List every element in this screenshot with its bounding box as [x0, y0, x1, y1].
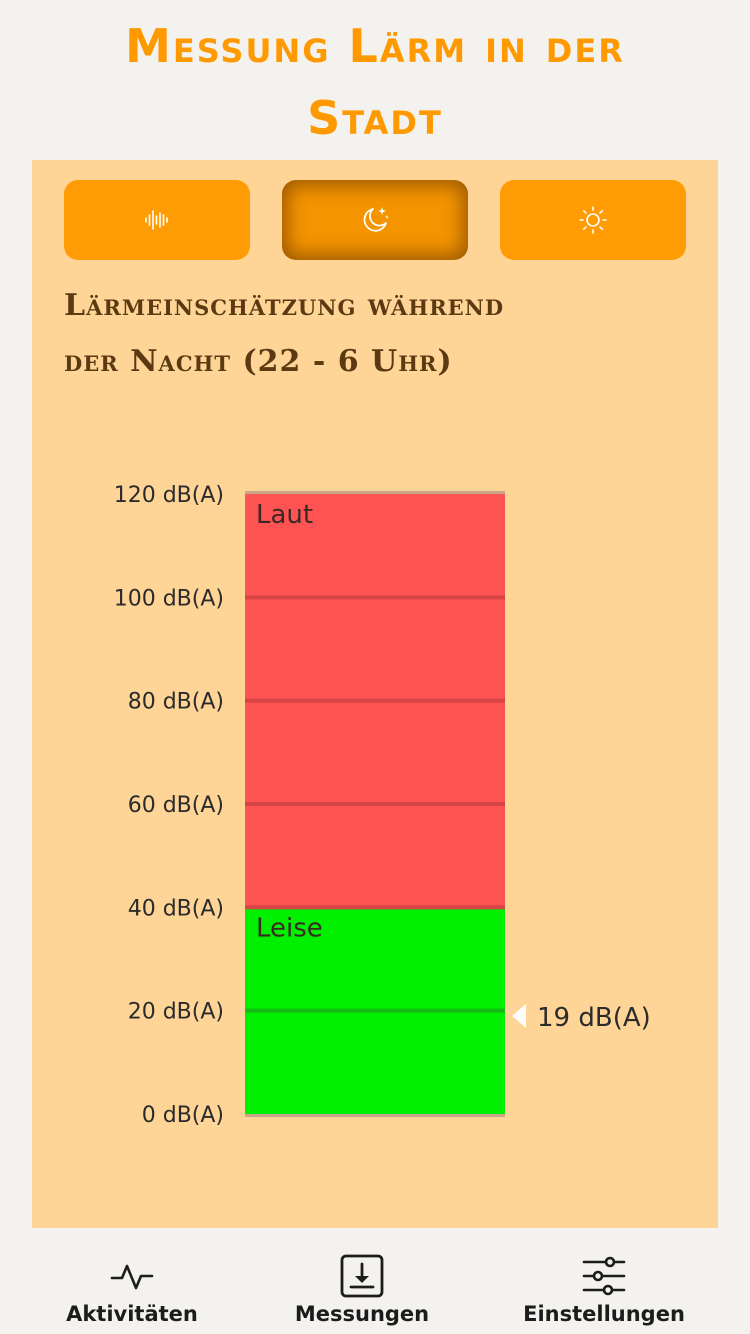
download-box-icon — [340, 1254, 384, 1298]
bottom-navigation: Aktivitäten Messungen Einstellungen — [0, 1240, 750, 1334]
nav-item-aktivitaeten[interactable]: Aktivitäten — [62, 1240, 202, 1334]
activity-pulse-icon — [110, 1264, 154, 1290]
y-tick-label: 40 dB(A) — [128, 896, 224, 921]
app-title-line1: Messung Lärm in der — [125, 19, 625, 73]
nav-label-messungen: Messungen — [294, 1302, 430, 1326]
sound-wave-icon — [145, 210, 168, 230]
y-tick-label: 120 dB(A) — [114, 483, 224, 508]
sun-icon — [579, 206, 607, 234]
section-heading: Lärmeinschätzung während der Nacht (22 -… — [64, 278, 684, 390]
mode-button-night[interactable] — [282, 180, 468, 260]
zone-label-leise: Leise — [256, 913, 323, 943]
mode-button-sound[interactable] — [64, 180, 250, 260]
app-title: Messung Lärm in der Stadt — [0, 10, 750, 154]
mode-button-day[interactable] — [500, 180, 686, 260]
grid-line — [245, 905, 505, 910]
grid-line — [245, 698, 505, 703]
current-level-marker — [512, 1003, 526, 1028]
nav-item-einstellungen[interactable]: Einstellungen — [520, 1240, 688, 1334]
grid-line — [245, 802, 505, 806]
y-tick-label: 0 dB(A) — [142, 1103, 224, 1128]
current-level-label: 19 dB(A) — [537, 1003, 651, 1033]
y-tick-label: 20 dB(A) — [128, 1000, 224, 1025]
nav-label-aktivitaeten: Aktivitäten — [66, 1302, 198, 1326]
y-tick-label: 80 dB(A) — [128, 690, 224, 715]
nav-label-einstellungen: Einstellungen — [523, 1302, 685, 1326]
grid-line — [245, 595, 505, 600]
grid-line — [245, 1008, 505, 1013]
nav-item-messungen[interactable]: Messungen — [290, 1240, 434, 1334]
zone-label-laut: Laut — [256, 500, 313, 530]
noise-level-chart: Leise Laut 0 dB(A) 20 dB(A) 40 dB(A) 60 dB(A)… — [114, 483, 651, 1128]
section-heading-line1: Lärmeinschätzung während — [64, 288, 505, 323]
section-heading-line2: der Nacht (22 - 6 Uhr) — [64, 344, 453, 379]
y-tick-label: 60 dB(A) — [128, 793, 224, 818]
moon-stars-icon — [363, 207, 389, 232]
y-tick-label: 100 dB(A) — [114, 586, 224, 611]
sliders-icon — [582, 1256, 626, 1296]
app-title-line2: Stadt — [307, 91, 443, 145]
